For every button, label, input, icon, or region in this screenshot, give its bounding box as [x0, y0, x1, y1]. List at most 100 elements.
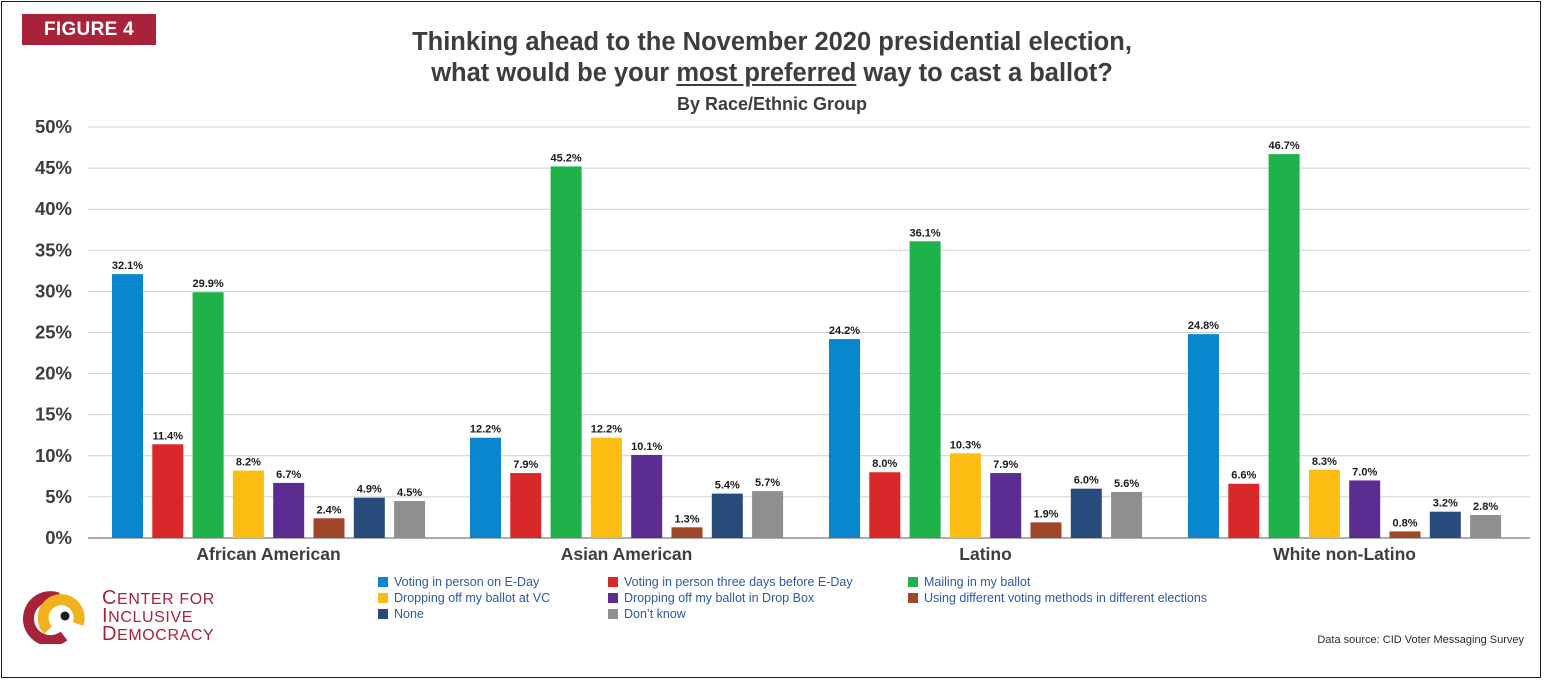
data-label: 4.9%: [357, 484, 382, 496]
data-label: 10.3%: [950, 439, 981, 451]
bar: [1268, 154, 1300, 538]
data-label: 46.7%: [1268, 140, 1299, 152]
bar: [590, 437, 622, 538]
y-tick-label: 0%: [45, 527, 72, 548]
bar: [353, 497, 385, 538]
bar: [550, 166, 582, 538]
data-label: 6.6%: [1231, 470, 1256, 482]
bar: [394, 501, 426, 538]
y-tick-label: 10%: [35, 445, 72, 466]
title-emphasis: most preferred: [676, 59, 857, 87]
data-label: 5.7%: [755, 477, 780, 489]
x-category-label: Latino: [959, 544, 1012, 564]
legend-label: Dropping off my ballot at VC: [394, 591, 551, 605]
bar: [112, 274, 143, 538]
data-label: 5.6%: [1114, 478, 1139, 490]
bar: [829, 339, 860, 538]
legend-item: Voting in person three days before E-Day: [608, 575, 853, 589]
legend-item: Don’t know: [608, 607, 686, 621]
legend-item: Voting in person on E-Day: [378, 575, 539, 589]
bar: [510, 473, 542, 538]
bar: [192, 292, 224, 538]
bar: [1429, 511, 1461, 538]
bar: [631, 454, 663, 538]
data-label: 4.5%: [397, 487, 422, 499]
legend-swatch: [378, 577, 388, 587]
figure-label: FIGURE 4: [22, 14, 156, 45]
data-label: 24.8%: [1188, 320, 1219, 332]
title-line2-pre: what would be your: [431, 59, 677, 87]
bar: [1030, 522, 1062, 538]
legend-swatch: [908, 593, 918, 603]
data-label: 6.0%: [1074, 475, 1099, 487]
data-label: 6.7%: [276, 469, 301, 481]
x-category-label: African American: [196, 544, 340, 564]
y-tick-label: 5%: [45, 486, 72, 507]
data-label: 24.2%: [829, 325, 860, 337]
bar: [1111, 491, 1143, 538]
bar: [752, 491, 784, 538]
bar: [1349, 480, 1381, 538]
data-label: 3.2%: [1433, 498, 1458, 510]
bar: [1389, 531, 1421, 538]
bar: [671, 527, 703, 538]
bar: [273, 482, 305, 538]
bar: [1470, 514, 1502, 538]
legend-swatch: [608, 609, 618, 619]
legend-item: Using different voting methods in differ…: [908, 591, 1207, 605]
bar: [313, 518, 345, 538]
data-label: 45.2%: [550, 152, 581, 164]
chart-subtitle: By Race/Ethnic Group: [676, 94, 868, 114]
data-label: 12.2%: [470, 424, 501, 436]
bar: [1308, 469, 1340, 538]
data-label: 2.4%: [316, 504, 341, 516]
bar: [152, 444, 184, 538]
data-label: 8.0%: [872, 458, 897, 470]
legend-item: Dropping off my ballot in Drop Box: [608, 591, 814, 605]
legend: Voting in person on E-Day Voting in perso…: [378, 575, 1278, 625]
bar: [909, 241, 941, 538]
legend-label: Voting in person on E-Day: [394, 575, 540, 589]
x-category-label: White non-Latino: [1273, 544, 1416, 564]
legend-item: Dropping off my ballot at VC: [378, 591, 550, 605]
bar: [990, 473, 1022, 538]
y-tick-label: 50%: [35, 116, 72, 137]
data-label: 29.9%: [192, 278, 223, 290]
data-label: 8.3%: [1312, 456, 1337, 468]
data-label: 1.9%: [1033, 508, 1058, 520]
title-line2-post: way to cast a ballot?: [856, 59, 1113, 87]
data-labels: 32.1% 11.4% 29.9% 8.2% 6.7% 2.4% 4.9% 4.5% 12.2%…: [112, 140, 1498, 529]
chart-title-line1: Thinking ahead to the November 2020 pres…: [412, 28, 1132, 56]
legend-swatch: [608, 577, 618, 587]
bar: [470, 437, 501, 538]
data-label: 5.4%: [715, 480, 740, 492]
legend-swatch: [908, 577, 918, 587]
logo-text-line2: INCLUSIVE: [102, 605, 193, 627]
logo-text-line3: DEMOCRACY: [102, 623, 215, 645]
legend-label: Don’t know: [624, 607, 686, 621]
legend-label: Dropping off my ballot in Drop Box: [624, 591, 815, 605]
legend-item: Mailing in my ballot: [908, 575, 1030, 589]
y-tick-label: 40%: [35, 198, 72, 219]
y-axis-ticks: 0% 5% 10% 15% 20% 25% 30% 35% 40% 45% 50%: [35, 116, 72, 548]
data-label: 36.1%: [909, 227, 940, 239]
y-tick-label: 20%: [35, 363, 72, 384]
data-label: 1.3%: [674, 513, 699, 525]
logo-text-line1: CENTER FOR: [102, 587, 215, 609]
legend-swatch: [378, 609, 388, 619]
bar: [1228, 483, 1260, 538]
data-label: 7.0%: [1352, 466, 1377, 478]
legend-label: Mailing in my ballot: [924, 575, 1031, 589]
legend-label: Using different voting methods in differ…: [924, 591, 1208, 605]
data-label: 32.1%: [112, 260, 143, 272]
bar: [1070, 488, 1102, 538]
cid-logo: CENTER FOR INCLUSIVE DEMOCRACY: [18, 584, 258, 644]
y-tick-label: 30%: [35, 280, 72, 301]
bar: [711, 493, 743, 538]
data-label: 2.8%: [1473, 501, 1498, 513]
legend-item: None: [378, 607, 424, 621]
data-label: 11.4%: [153, 430, 184, 442]
bar: [949, 453, 981, 538]
legend-label: Voting in person three days before E-Day: [624, 575, 853, 589]
